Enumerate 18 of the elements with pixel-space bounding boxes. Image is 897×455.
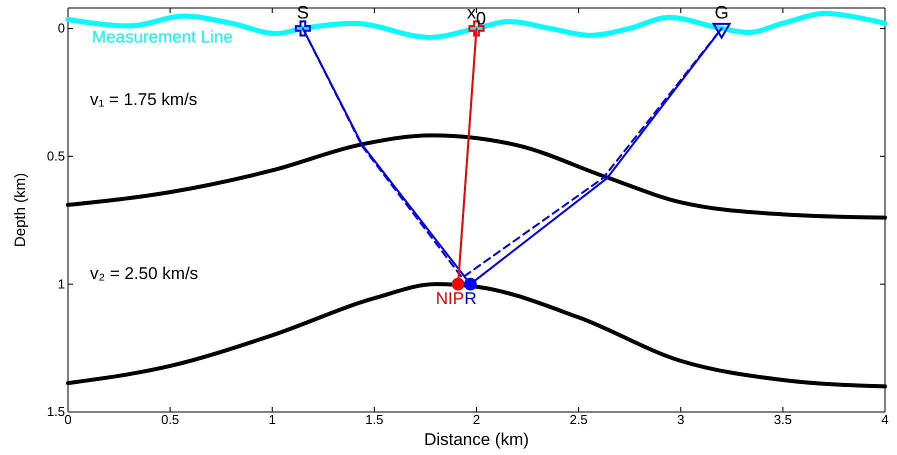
y-tick-label: 1	[58, 276, 65, 292]
y-tick-label: 0.5	[46, 148, 65, 164]
series-label: Measurement Line	[92, 28, 233, 47]
x-tick-label: 1	[268, 412, 276, 428]
annotation: v₁ = 1.75 km/s	[90, 90, 198, 110]
x-tick-label: 1.5	[365, 412, 384, 428]
x-tick-label: 0.5	[161, 412, 180, 428]
y-axis-title: Depth (km)	[12, 172, 29, 248]
x-tick-label: 3	[677, 412, 684, 428]
series-label: NIP	[436, 289, 464, 308]
x-axis-title: Distance (km)	[424, 430, 529, 449]
series-label: R	[464, 289, 477, 308]
y-tick-label: 0	[58, 20, 65, 36]
x-tick-label: 2.5	[570, 412, 588, 428]
x-tick-label: 3.5	[774, 412, 792, 428]
x-tick-label: 4	[881, 412, 889, 428]
x-tick-label: 2	[472, 412, 480, 428]
annotation: v₂ = 2.50 km/s	[90, 264, 198, 284]
